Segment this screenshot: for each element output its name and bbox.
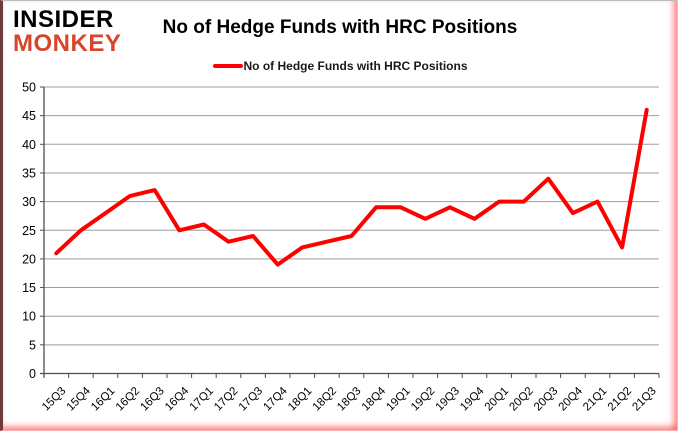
- x-tick-label: 21Q1: [581, 385, 609, 413]
- y-tick-label: 50: [22, 81, 36, 95]
- x-tick-label: 17Q2: [212, 385, 240, 413]
- x-tick-label: 17Q1: [188, 385, 216, 413]
- x-tick-label: 20Q2: [507, 385, 535, 413]
- y-gridlines: [44, 86, 659, 346]
- x-tick-label: 19Q4: [458, 385, 487, 414]
- x-tick-label: 20Q4: [557, 385, 586, 414]
- y-tick-label: 0: [29, 367, 36, 381]
- x-tick-label: 16Q1: [89, 385, 117, 413]
- line-chart: 0 5 10 15 20 25 30 35 40 45 50 15Q315Q416Q116Q216Q3…: [22, 81, 660, 414]
- x-axis-labels: 15Q315Q416Q116Q216Q316Q417Q117Q217Q317Q4…: [40, 385, 659, 414]
- y-tick-label: 40: [22, 138, 36, 152]
- x-tick-label: 18Q4: [360, 385, 389, 414]
- x-tick-label: 16Q2: [114, 385, 142, 413]
- x-tick-label: 19Q2: [409, 385, 437, 413]
- x-tick-label: 17Q4: [261, 385, 290, 414]
- y-tick-label: 20: [22, 252, 36, 266]
- x-tick-label: 19Q1: [384, 385, 412, 413]
- y-tick-label: 25: [22, 224, 36, 238]
- logo-line1: INSIDER: [13, 6, 114, 33]
- x-tick-label: 16Q3: [138, 385, 166, 413]
- x-tick-label: 16Q4: [163, 385, 192, 414]
- x-tick-label: 17Q3: [237, 385, 265, 413]
- x-tick-label: 18Q2: [311, 385, 339, 413]
- legend-line-swatch: [212, 64, 243, 68]
- insider-monkey-logo: INSIDER MONKEY: [13, 8, 121, 56]
- y-axis-labels: 0 5 10 15 20 25 30 35 40 45 50: [22, 81, 36, 382]
- y-tick-label: 35: [22, 166, 36, 180]
- x-tick-label: 18Q1: [286, 385, 314, 413]
- y-tick-label: 15: [22, 281, 36, 295]
- x-tick-label: 21Q3: [630, 385, 658, 413]
- x-tick-label: 21Q2: [606, 385, 634, 413]
- axes: [40, 86, 660, 378]
- chart-legend: No of Hedge Funds with HRC Positions: [3, 59, 677, 73]
- y-tick-label: 5: [29, 338, 36, 352]
- x-tick-label: 18Q3: [335, 385, 363, 413]
- legend-label: No of Hedge Funds with HRC Positions: [243, 59, 468, 73]
- logo-line2: MONKEY: [13, 30, 122, 57]
- x-tick-label: 20Q3: [532, 385, 560, 413]
- chart-title: No of Hedge Funds with HRC Positions: [162, 17, 518, 38]
- y-tick-label: 10: [22, 310, 36, 324]
- x-tick-label: 15Q4: [65, 385, 94, 414]
- data-line-series: [54, 107, 649, 267]
- x-tick-label: 19Q3: [434, 385, 462, 413]
- y-tick-label: 30: [22, 195, 36, 209]
- x-tick-label: 20Q1: [483, 385, 511, 413]
- y-tick-label: 45: [22, 109, 36, 123]
- x-tick-label: 15Q3: [40, 385, 68, 413]
